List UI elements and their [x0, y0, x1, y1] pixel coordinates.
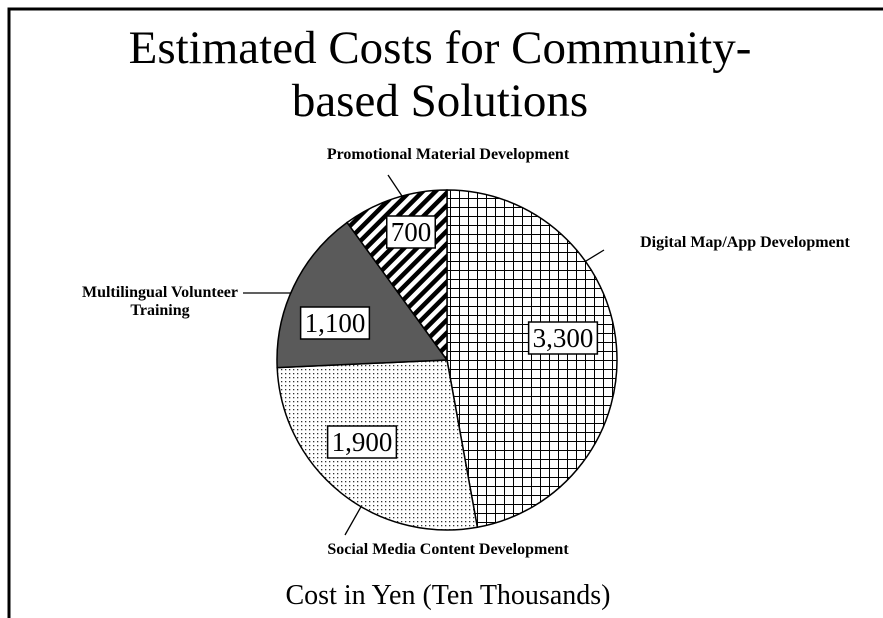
leader-line [344, 504, 363, 536]
value-label-box [527, 321, 599, 355]
value-label-box [386, 215, 436, 249]
value-label: 3,300 [533, 323, 594, 353]
chart-title: Estimated Costs for Community-based Solu… [128, 22, 752, 127]
slice-label: Multilingual Volunteer Training [81, 283, 239, 319]
slice-label: Social Media Content Development [327, 541, 569, 558]
value-label: 1,100 [305, 308, 366, 338]
value-label-box [299, 306, 371, 340]
value-label: 700 [391, 217, 432, 247]
value-label-box [326, 425, 398, 459]
frame [7, 7, 883, 618]
slice-label: Promotional Material Development [326, 146, 570, 163]
slice-label: Digital Map/App Development [640, 234, 850, 251]
pie-slice [446, 189, 618, 529]
chart-subtitle: Cost in Yen (Ten Thousands) [285, 580, 611, 611]
value-label: 1,900 [332, 427, 393, 457]
